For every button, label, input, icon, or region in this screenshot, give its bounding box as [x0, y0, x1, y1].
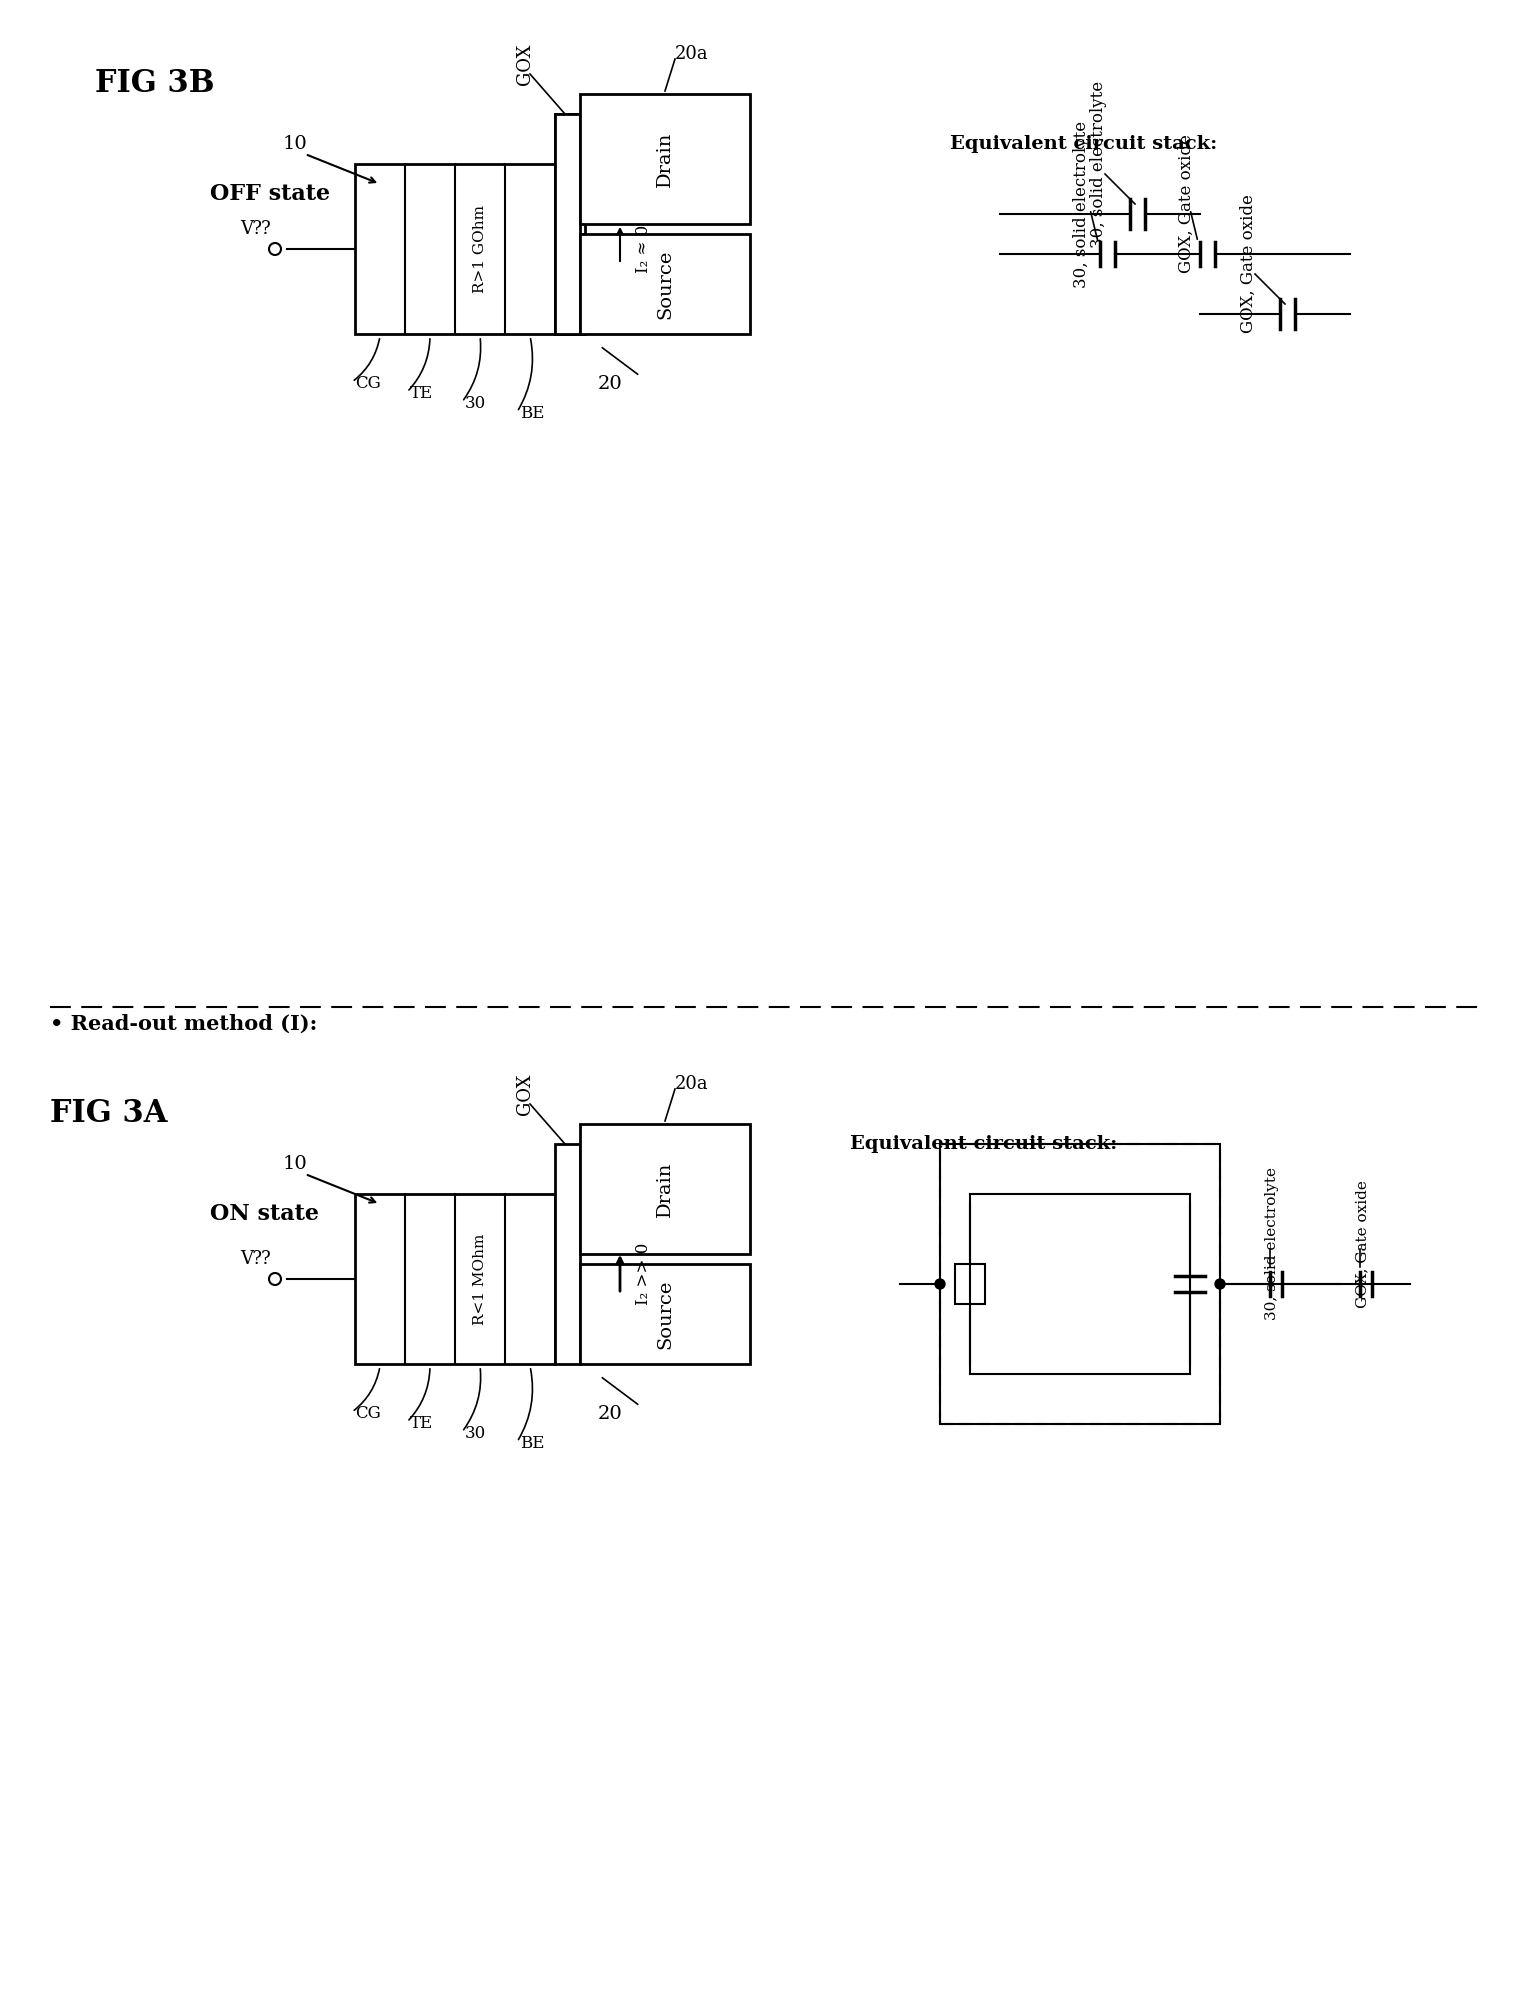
- Text: 30: 30: [465, 395, 487, 413]
- Text: R>1 GOhm: R>1 GOhm: [473, 205, 487, 292]
- Text: ON state: ON state: [210, 1202, 319, 1225]
- Text: 20a: 20a: [675, 44, 709, 62]
- Text: GOX, Gate oxide: GOX, Gate oxide: [1177, 135, 1196, 274]
- Text: GOX, Gate oxide: GOX, Gate oxide: [1240, 195, 1257, 334]
- Text: CG: CG: [355, 375, 381, 393]
- Text: OFF state: OFF state: [210, 183, 330, 205]
- Bar: [580, 234, 751, 334]
- Text: FIG 3A: FIG 3A: [51, 1098, 167, 1130]
- Text: CG: CG: [355, 1406, 381, 1422]
- Text: V⁇: V⁇: [239, 220, 270, 238]
- Text: TE: TE: [410, 385, 433, 403]
- Text: Source: Source: [655, 250, 674, 318]
- Text: R<1 MOhm: R<1 MOhm: [473, 1233, 487, 1325]
- Text: I₂ ≈ 0: I₂ ≈ 0: [635, 226, 652, 274]
- Text: Drain: Drain: [655, 131, 674, 187]
- Text: 20a: 20a: [675, 1075, 709, 1094]
- Circle shape: [935, 1279, 946, 1289]
- Text: 20: 20: [597, 1406, 622, 1424]
- Bar: [556, 234, 585, 334]
- Bar: [955, 1265, 985, 1303]
- Bar: [580, 95, 751, 224]
- Text: 30, solid electrolyte: 30, solid electrolyte: [1073, 121, 1090, 288]
- Text: 10: 10: [282, 135, 307, 153]
- Text: BE: BE: [520, 405, 545, 423]
- Bar: [580, 1124, 751, 1255]
- Text: I₂ >> 0: I₂ >> 0: [635, 1243, 652, 1305]
- Bar: [355, 1194, 556, 1363]
- Text: 30, solid electrolyte: 30, solid electrolyte: [1090, 81, 1107, 248]
- Text: • Read-out method (I):: • Read-out method (I):: [51, 1013, 318, 1033]
- Bar: [355, 163, 556, 334]
- Text: V⁇: V⁇: [239, 1251, 270, 1269]
- Text: 20: 20: [597, 375, 622, 393]
- Text: TE: TE: [410, 1416, 433, 1432]
- Text: 10: 10: [282, 1154, 307, 1172]
- Text: FIG 3B: FIG 3B: [95, 68, 215, 99]
- Text: Drain: Drain: [655, 1162, 674, 1216]
- Text: BE: BE: [520, 1436, 545, 1452]
- Bar: [580, 1265, 751, 1363]
- Bar: [939, 1144, 1220, 1424]
- Bar: [556, 1144, 580, 1363]
- Text: 30, solid electrolyte: 30, solid electrolyte: [1265, 1168, 1279, 1321]
- Text: GOX: GOX: [516, 42, 534, 85]
- Bar: [556, 115, 580, 334]
- Text: 30: 30: [465, 1426, 487, 1442]
- Bar: [556, 115, 585, 234]
- Text: Source: Source: [655, 1279, 674, 1349]
- Text: GOX, Gate oxide: GOX, Gate oxide: [1355, 1180, 1369, 1307]
- Circle shape: [1216, 1279, 1225, 1289]
- Text: GOX: GOX: [516, 1073, 534, 1116]
- Text: Equivalent circuit stack:: Equivalent circuit stack:: [950, 135, 1217, 153]
- Text: Equivalent circuit stack:: Equivalent circuit stack:: [850, 1136, 1117, 1152]
